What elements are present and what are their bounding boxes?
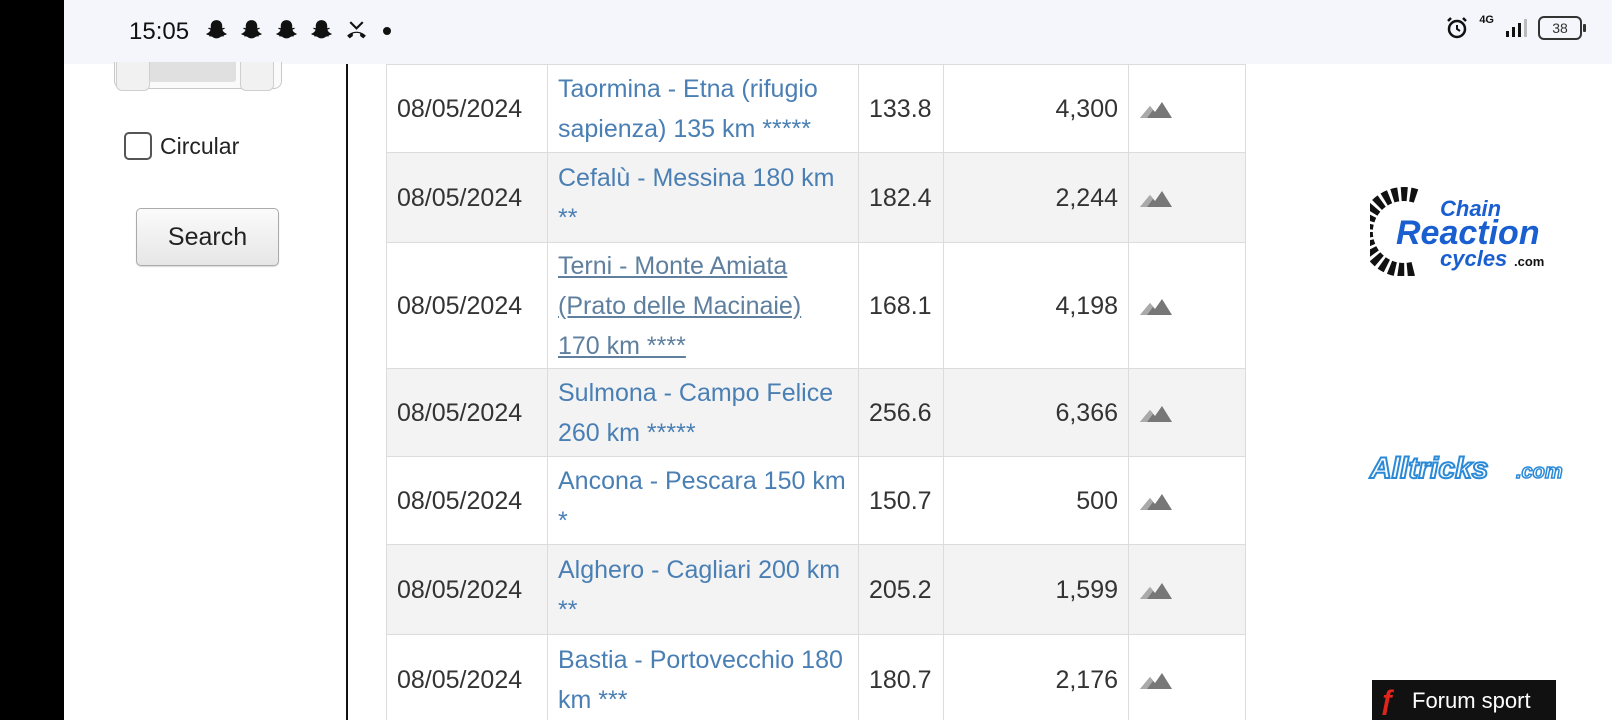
- route-elevation: 2,244: [943, 152, 1129, 243]
- notification-icons: [204, 18, 391, 43]
- route-link[interactable]: Ancona - Pescara 150 km *: [558, 466, 846, 535]
- alarm-icon: [1447, 17, 1468, 39]
- route-link[interactable]: Terni - Monte Amiata (Prato delle Macina…: [558, 251, 802, 360]
- range-slider-max-handle[interactable]: [240, 62, 274, 91]
- snapchat-icon: [206, 20, 227, 39]
- dot-icon: [383, 26, 391, 35]
- route-date: 08/05/2024: [386, 152, 548, 243]
- route-link[interactable]: Cefalù - Messina 180 km **: [558, 163, 835, 232]
- route-date: 08/05/2024: [386, 544, 548, 635]
- route-elevation: 1,599: [943, 544, 1129, 635]
- mountain-profile-icon[interactable]: [1139, 580, 1173, 600]
- network-label: 4G: [1479, 14, 1494, 26]
- routes-table-body: 08/05/2024 Taormina - Etna (rifugio sapie…: [386, 64, 1246, 720]
- route-cell: Terni - Monte Amiata (Prato delle Macina…: [547, 242, 859, 369]
- route-date: 08/05/2024: [386, 634, 548, 720]
- table-row[interactable]: 08/05/2024 Sulmona - Campo Felice 260 km …: [386, 368, 1246, 457]
- route-distance: 133.8: [858, 64, 944, 153]
- route-cell: Sulmona - Campo Felice 260 km *****: [547, 368, 859, 457]
- forum-sport-logo-icon: ƒ: [1380, 684, 1396, 715]
- route-cell: Ancona - Pescara 150 km *: [547, 456, 859, 545]
- route-elevation: 4,300: [943, 64, 1129, 153]
- table-row[interactable]: 08/05/2024 Terni - Monte Amiata (Prato de…: [386, 242, 1246, 369]
- forum-sport-ad[interactable]: ƒ Forum sport: [1372, 680, 1556, 720]
- route-distance: 168.1: [858, 242, 944, 369]
- mountain-profile-icon[interactable]: [1139, 296, 1173, 316]
- signal-icon: [1506, 19, 1527, 37]
- range-slider-min-handle[interactable]: [116, 62, 150, 91]
- route-link[interactable]: Taormina - Etna (rifugio sapienza) 135 k…: [558, 74, 818, 143]
- alltricks-suffix: .com: [1516, 461, 1563, 483]
- route-link[interactable]: Alghero - Cagliari 200 km **: [558, 555, 841, 624]
- snapchat-icon: [276, 20, 297, 39]
- chain-reaction-cycles-ad[interactable]: Chain Reaction cycles .com: [1370, 186, 1550, 276]
- snapchat-icon: [311, 20, 332, 39]
- route-distance: 182.4: [858, 152, 944, 243]
- table-row[interactable]: 08/05/2024 Taormina - Etna (rifugio sapie…: [386, 64, 1246, 153]
- route-elevation: 500: [943, 456, 1129, 545]
- route-distance: 205.2: [858, 544, 944, 635]
- route-profile-cell: [1128, 544, 1246, 635]
- route-cell: Alghero - Cagliari 200 km **: [547, 544, 859, 635]
- crc-suffix: .com: [1514, 254, 1544, 269]
- mountain-profile-icon[interactable]: [1139, 491, 1173, 511]
- mountain-profile-icon[interactable]: [1139, 403, 1173, 423]
- route-link[interactable]: Sulmona - Campo Felice 260 km *****: [558, 378, 834, 447]
- route-cell: Cefalù - Messina 180 km **: [547, 152, 859, 243]
- route-distance: 256.6: [858, 368, 944, 457]
- route-profile-cell: [1128, 242, 1246, 369]
- battery-icon: 38: [1538, 16, 1586, 40]
- table-row[interactable]: 08/05/2024 Alghero - Cagliari 200 km ** 20…: [386, 544, 1246, 635]
- column-divider: [346, 64, 348, 720]
- forum-sport-name: Forum sport: [1412, 688, 1531, 713]
- crc-line1: Chain: [1440, 196, 1501, 221]
- table-row[interactable]: 08/05/2024 Bastia - Portovecchio 180 km *…: [386, 634, 1246, 720]
- route-profile-cell: [1128, 634, 1246, 720]
- route-elevation: 4,198: [943, 242, 1129, 369]
- circular-checkbox[interactable]: [124, 132, 152, 160]
- mountain-profile-icon[interactable]: [1139, 188, 1173, 208]
- route-profile-cell: [1128, 368, 1246, 457]
- status-time: 15:05: [129, 18, 190, 45]
- route-profile-cell: [1128, 64, 1246, 153]
- mountain-profile-icon[interactable]: [1139, 99, 1173, 119]
- route-date: 08/05/2024: [386, 242, 548, 369]
- status-bar: 15:05 4G 38: [64, 0, 1612, 64]
- snapchat-icon: [241, 20, 262, 39]
- crc-line3: cycles: [1440, 246, 1507, 271]
- battery-level: 38: [1552, 20, 1568, 36]
- route-distance: 150.7: [858, 456, 944, 545]
- circular-filter: Circular: [124, 132, 239, 160]
- screen: 15:05 4G 38 Circular Search 08/05/2024 Ta…: [64, 0, 1612, 720]
- alltricks-name: Alltricks: [1369, 452, 1488, 485]
- route-profile-cell: [1128, 456, 1246, 545]
- route-elevation: 2,176: [943, 634, 1129, 720]
- route-cell: Bastia - Portovecchio 180 km ***: [547, 634, 859, 720]
- route-date: 08/05/2024: [386, 368, 548, 457]
- range-slider-track: [148, 62, 236, 82]
- route-date: 08/05/2024: [386, 64, 548, 153]
- routes-table: 08/05/2024 Taormina - Etna (rifugio sapie…: [386, 64, 1246, 720]
- route-profile-cell: [1128, 152, 1246, 243]
- circular-label: Circular: [160, 132, 240, 159]
- route-link[interactable]: Bastia - Portovecchio 180 km ***: [558, 645, 843, 714]
- system-icons: 4G 38: [1445, 14, 1586, 40]
- route-cell: Taormina - Etna (rifugio sapienza) 135 k…: [547, 64, 859, 153]
- table-row[interactable]: 08/05/2024 Cefalù - Messina 180 km ** 182.…: [386, 152, 1246, 243]
- route-elevation: 6,366: [943, 368, 1129, 457]
- route-date: 08/05/2024: [386, 456, 548, 545]
- mountain-profile-icon[interactable]: [1139, 670, 1173, 690]
- search-button[interactable]: Search: [136, 208, 279, 266]
- alltricks-ad[interactable]: Alltricks .com: [1368, 446, 1568, 488]
- crc-line2: Reaction: [1396, 214, 1540, 252]
- route-distance: 180.7: [858, 634, 944, 720]
- table-row[interactable]: 08/05/2024 Ancona - Pescara 150 km * 150.7…: [386, 456, 1246, 545]
- missed-call-icon: [347, 21, 366, 39]
